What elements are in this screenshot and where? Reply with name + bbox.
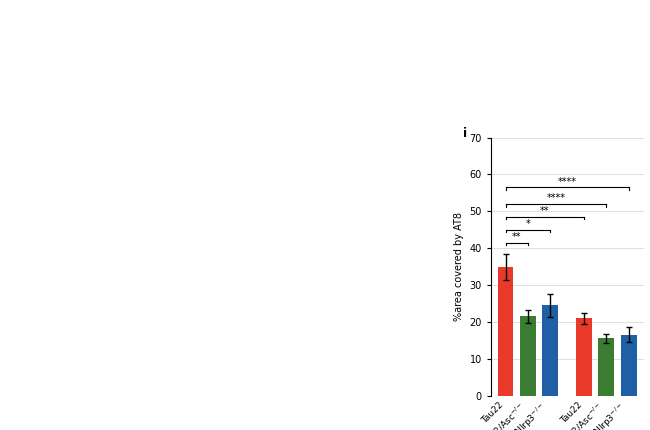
Bar [498, 267, 514, 396]
Bar [621, 335, 636, 396]
Bar [543, 305, 558, 396]
Text: *: * [526, 219, 530, 229]
Text: **: ** [512, 232, 521, 242]
Text: ****: **** [547, 193, 566, 203]
Bar [599, 338, 614, 396]
Y-axis label: %area covered by AT8: %area covered by AT8 [454, 212, 464, 321]
Text: i: i [463, 127, 467, 140]
Bar [520, 316, 536, 396]
Bar [576, 318, 592, 396]
Text: **: ** [540, 206, 549, 216]
Text: ****: **** [558, 177, 577, 187]
